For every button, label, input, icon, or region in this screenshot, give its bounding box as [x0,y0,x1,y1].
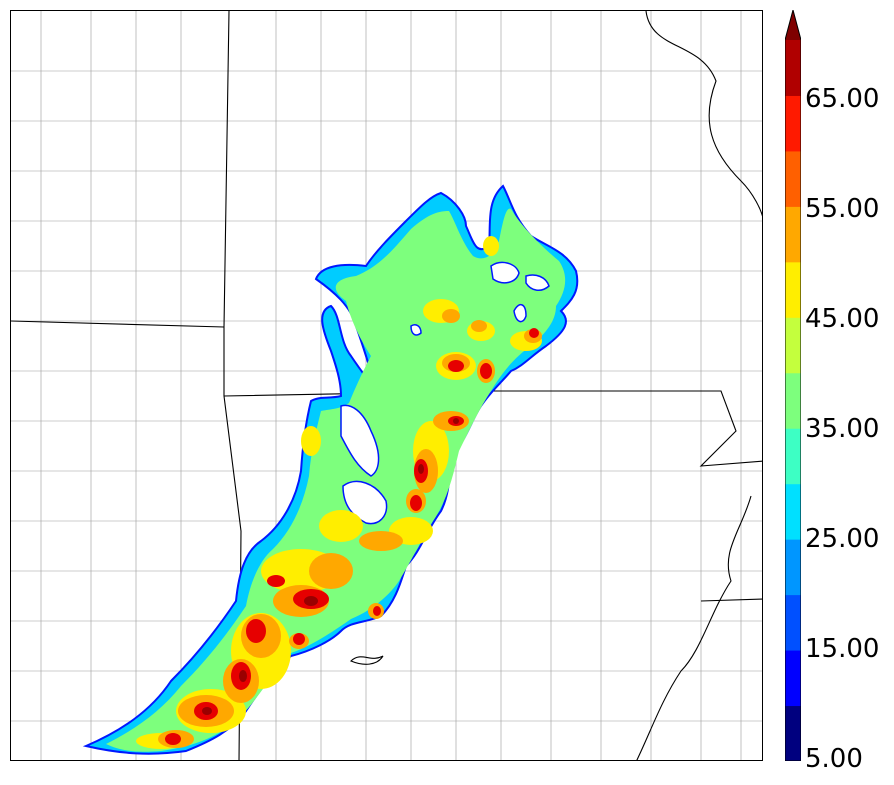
reflectivity-map [10,10,763,761]
colorbar-label-45: 45.00 [805,304,880,334]
colorbar-outline [785,10,801,761]
colorbar-segment [785,650,801,707]
colorbar-segment [785,317,801,374]
colorbar-segment [785,261,801,318]
colorbar-label-15: 15.00 [805,634,880,664]
colorbar-label-55: 55.00 [805,194,880,224]
colorbar-segment [785,428,801,485]
reflectivity-field [82,184,579,755]
colorbar-segment [785,705,801,761]
colorbar-label-65: 65.00 [805,84,880,114]
colorbar-segment [785,40,801,96]
colorbar-segment [785,539,801,596]
colorbar-segment [785,483,801,540]
colorbar-segment [785,150,801,207]
colorbar-label-5: 5.00 [805,744,863,774]
colorbar-segment [785,206,801,263]
colorbar-segment [785,372,801,429]
colorbar [785,10,801,761]
colorbar-label-25: 25.00 [805,524,880,554]
colorbar-extend-arrow [785,10,801,40]
colorbar-segment [785,95,801,152]
colorbar-label-35: 35.00 [805,414,880,444]
colorbar-segment [785,594,801,651]
